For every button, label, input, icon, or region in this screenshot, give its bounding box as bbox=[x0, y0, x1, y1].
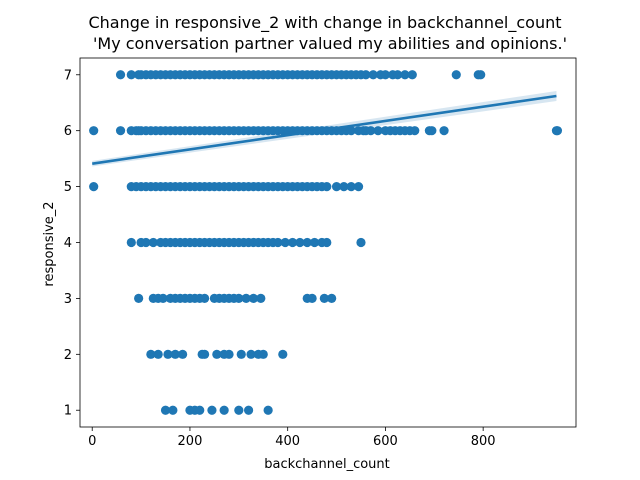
data-point bbox=[195, 405, 205, 415]
y-tick-label: 6 bbox=[64, 124, 72, 139]
data-point bbox=[356, 237, 366, 248]
data-point bbox=[170, 349, 180, 359]
data-point bbox=[246, 349, 256, 359]
data-point bbox=[134, 293, 144, 304]
data-point bbox=[287, 237, 298, 248]
data-point bbox=[476, 70, 486, 80]
data-point bbox=[451, 70, 461, 80]
data-point bbox=[307, 293, 317, 304]
data-point bbox=[327, 293, 337, 304]
data-point bbox=[258, 349, 268, 359]
y-tick-label: 7 bbox=[64, 68, 72, 83]
data-point bbox=[256, 293, 266, 304]
data-point bbox=[234, 293, 244, 304]
data-point bbox=[219, 405, 229, 415]
data-point bbox=[439, 126, 449, 136]
data-point bbox=[400, 70, 410, 80]
data-point bbox=[224, 349, 234, 359]
data-point bbox=[552, 126, 563, 136]
data-point bbox=[278, 349, 288, 359]
y-tick-label: 4 bbox=[64, 236, 72, 251]
plot-area bbox=[89, 70, 563, 415]
data-point bbox=[158, 293, 168, 304]
data-point bbox=[148, 237, 158, 248]
data-point bbox=[339, 181, 349, 192]
x-tick-label: 400 bbox=[275, 434, 300, 449]
data-point bbox=[380, 70, 391, 80]
data-point bbox=[115, 70, 126, 80]
data-point bbox=[366, 126, 376, 136]
data-point bbox=[241, 293, 251, 304]
data-point bbox=[373, 126, 383, 136]
regression-line bbox=[92, 94, 557, 165]
y-tick-label: 1 bbox=[64, 404, 72, 419]
data-point bbox=[302, 237, 312, 248]
x-tick-label: 200 bbox=[178, 434, 203, 449]
y-tick-label: 2 bbox=[64, 348, 72, 363]
axes: 0 200 400 600 800 1 2 3 4 5 6 7 bbox=[64, 57, 577, 449]
chart-title: Change in responsive_2 with change in ba… bbox=[88, 13, 561, 33]
data-point bbox=[212, 349, 222, 359]
data-point bbox=[89, 181, 99, 192]
data-point bbox=[89, 126, 99, 136]
data-point bbox=[146, 349, 156, 359]
data-point bbox=[322, 181, 332, 192]
data-point bbox=[207, 405, 217, 415]
data-point bbox=[263, 405, 273, 415]
x-axis-label: backchannel_count bbox=[264, 457, 390, 472]
data-point bbox=[126, 70, 136, 80]
data-point bbox=[427, 126, 437, 136]
y-tick-label: 5 bbox=[64, 180, 72, 195]
x-tick-label: 600 bbox=[373, 434, 398, 449]
x-tick-label: 0 bbox=[88, 434, 96, 449]
data-point bbox=[361, 70, 371, 80]
data-point bbox=[280, 237, 290, 248]
data-point bbox=[160, 405, 171, 415]
data-point bbox=[353, 181, 364, 192]
data-point bbox=[168, 405, 178, 415]
data-point bbox=[178, 349, 188, 359]
data-point bbox=[248, 293, 259, 304]
data-point bbox=[200, 349, 210, 359]
data-point bbox=[141, 237, 151, 248]
y-axis-label: responsive_2 bbox=[42, 201, 57, 286]
data-point bbox=[346, 126, 356, 136]
data-point bbox=[163, 349, 173, 359]
data-point bbox=[295, 237, 305, 248]
data-point bbox=[322, 237, 332, 248]
y-tick-label: 3 bbox=[64, 292, 72, 307]
data-point bbox=[410, 126, 420, 136]
data-point bbox=[309, 237, 320, 248]
data-point bbox=[407, 70, 417, 80]
data-point bbox=[346, 181, 356, 192]
data-point bbox=[393, 70, 403, 80]
data-point bbox=[153, 349, 163, 359]
data-point bbox=[273, 237, 283, 248]
data-point bbox=[236, 349, 246, 359]
data-point bbox=[126, 237, 136, 248]
x-tick-label: 800 bbox=[471, 434, 496, 449]
data-point bbox=[319, 293, 329, 304]
chart-subtitle: 'My conversation partner valued my abili… bbox=[93, 34, 567, 53]
data-point bbox=[243, 405, 254, 415]
data-point bbox=[331, 181, 342, 192]
data-point bbox=[368, 70, 378, 80]
data-point bbox=[115, 126, 126, 136]
data-point bbox=[234, 405, 244, 415]
data-point bbox=[200, 293, 210, 304]
